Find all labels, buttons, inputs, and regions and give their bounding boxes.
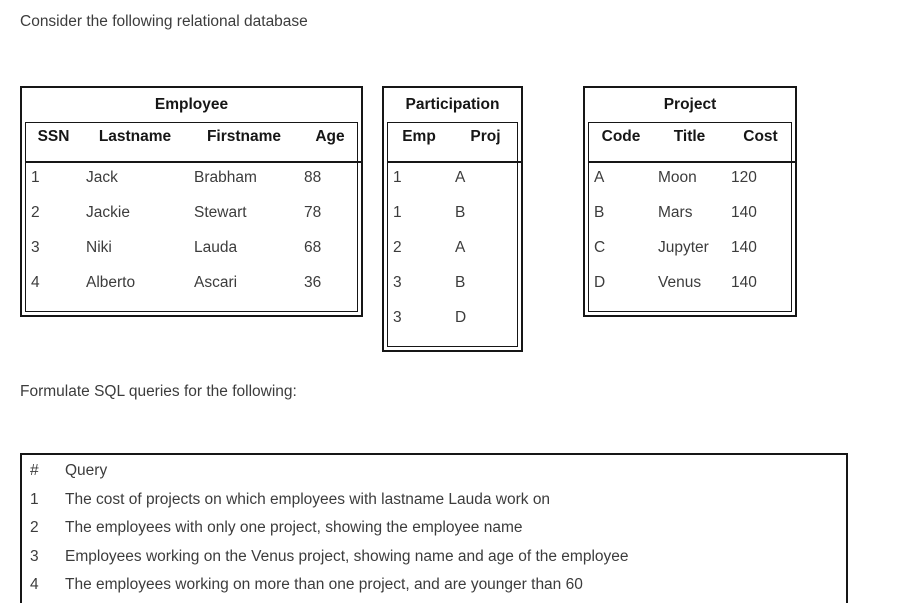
query-header-number: # — [30, 462, 39, 479]
table-cell: 140 — [731, 239, 757, 256]
table-body-box: SSN Lastname Firstname Age 1 Jack Brabham 88 2 Ja… — [25, 122, 361, 312]
table-title: Participation — [405, 96, 500, 113]
table-cell: Jackie — [86, 204, 130, 221]
query-row: 2 The employees with only one project, sh… — [22, 514, 846, 543]
table-cell: 3 — [31, 239, 40, 256]
table-cell: A — [594, 169, 605, 186]
query-row: 3 Employees working on the Venus project,… — [22, 543, 846, 572]
query-number: 4 — [30, 576, 39, 593]
table-cell: Ascari — [194, 274, 238, 291]
table-cell: 140 — [731, 204, 757, 221]
table-cell: Brabham — [194, 169, 257, 186]
table-cell: Jack — [86, 169, 118, 186]
query-row: 1 The cost of projects on which employees… — [22, 486, 846, 515]
intro-text: Consider the following relational databa… — [20, 13, 308, 30]
query-number: 3 — [30, 547, 39, 565]
table-cell: B — [455, 274, 466, 291]
table-cell: 120 — [731, 169, 757, 186]
db-table-grid: Emp Proj 1 A 1 B 2 A 3 B 3 D — [388, 123, 521, 338]
table-cell: Lauda — [194, 239, 238, 256]
table-cell: 36 — [304, 274, 322, 291]
table-title: Project — [663, 96, 717, 113]
header-row: SSN Lastname Firstname Age — [26, 123, 361, 163]
query-header-row: # Query — [22, 457, 846, 486]
table-cell: Alberto — [86, 274, 136, 291]
table-row: D Venus 140 — [589, 268, 795, 303]
prompt-text: Formulate SQL queries for the following: — [20, 383, 297, 400]
query-text: Employees working on the Venus project, … — [65, 547, 629, 565]
db-table-grid: SSN Lastname Firstname Age 1 Jack Brabham 88 2 Ja… — [26, 123, 361, 303]
table-body-box: Code Title Cost A Moon 120 B Mars 140 C Jupyter 140… — [588, 122, 795, 312]
table-title: Employee — [154, 96, 229, 113]
column-header: Lastname — [81, 123, 189, 163]
header-row: Code Title Cost — [589, 123, 795, 163]
table-cell: 1 — [31, 169, 40, 186]
header-row: Emp Proj — [388, 123, 521, 163]
table-cell: D — [594, 274, 606, 291]
query-grid: # Query 1 The cost of projects on which emp… — [22, 457, 846, 600]
table-row: A Moon 120 — [589, 162, 795, 198]
table-cell: 88 — [304, 169, 322, 186]
table-cell: Venus — [658, 274, 702, 291]
query-text: The employees working on more than one p… — [65, 576, 583, 593]
table-cell: 1 — [393, 204, 402, 221]
column-header: Cost — [726, 123, 795, 163]
query-text: The cost of projects on which employees … — [65, 490, 551, 508]
table-cell: A — [455, 169, 466, 186]
table-cell: 3 — [393, 309, 402, 326]
table-cell: Stewart — [194, 204, 247, 221]
table-cell: Niki — [86, 239, 112, 256]
table-cell: B — [455, 204, 466, 221]
db-table-participation: Participation Emp Proj 1 A 1 B 2 A 3 B 3 D — [382, 86, 523, 352]
query-text: The employees with only one project, sho… — [65, 519, 523, 536]
query-header-label: Query — [65, 462, 108, 479]
column-header: SSN — [26, 123, 81, 163]
column-header: Code — [589, 123, 653, 163]
table-cell: A — [455, 239, 466, 256]
table-cell: Jupyter — [658, 239, 709, 256]
table-row: 3 Niki Lauda 68 — [26, 233, 361, 268]
table-cell: 1 — [393, 169, 402, 186]
table-cell: 4 — [31, 274, 40, 291]
table-row: 2 Jackie Stewart 78 — [26, 198, 361, 233]
database-tables: Employee SSN Lastname Firstname Age 1 Jack Brab… — [20, 86, 880, 366]
table-cell: B — [594, 204, 605, 221]
column-header: Title — [653, 123, 726, 163]
table-cell: 140 — [731, 274, 757, 291]
table-row: 4 Alberto Ascari 36 — [26, 268, 361, 303]
table-row: C Jupyter 140 — [589, 233, 795, 268]
table-cell: 2 — [393, 239, 402, 256]
table-cell: 3 — [393, 274, 402, 291]
column-header: Proj — [450, 123, 521, 163]
query-number: 2 — [30, 519, 39, 536]
table-cell: D — [455, 309, 467, 326]
column-header: Age — [299, 123, 361, 163]
table-cell: 78 — [304, 204, 322, 221]
table-body-box: Emp Proj 1 A 1 B 2 A 3 B 3 D — [387, 122, 521, 347]
table-row: 1 Jack Brabham 88 — [26, 162, 361, 198]
table-cell: Moon — [658, 169, 697, 186]
column-header: Emp — [388, 123, 450, 163]
db-table-employee: Employee SSN Lastname Firstname Age 1 Jack Brab… — [20, 86, 363, 317]
query-table: # Query 1 The cost of projects on which emp… — [20, 453, 848, 603]
table-cell: 68 — [304, 239, 322, 256]
db-table-project: Project Code Title Cost A Moon 120 B Mars 140 C Jup… — [583, 86, 797, 317]
table-cell: C — [594, 239, 606, 256]
query-number: 1 — [30, 490, 39, 508]
db-table-grid: Code Title Cost A Moon 120 B Mars 140 C Jupyter 140… — [589, 123, 795, 303]
query-row: 4 The employees working on more than one … — [22, 571, 846, 600]
table-cell: Mars — [658, 204, 693, 221]
table-cell: 2 — [31, 204, 40, 221]
column-header: Firstname — [189, 123, 299, 163]
table-row: B Mars 140 — [589, 198, 795, 233]
